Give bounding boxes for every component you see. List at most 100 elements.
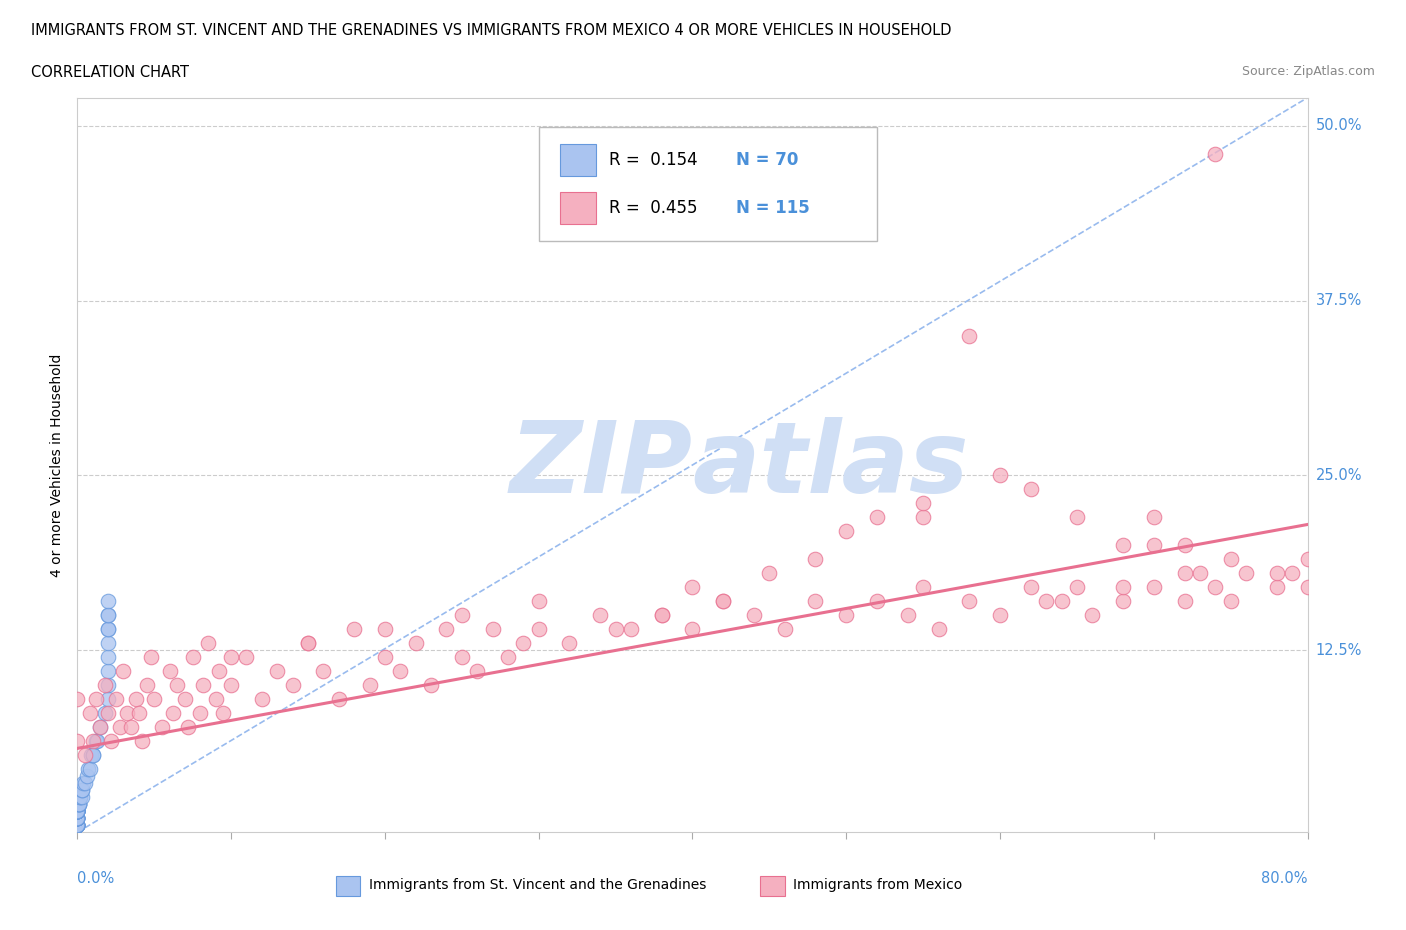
Point	[928, 622, 950, 637]
Point	[1174, 594, 1197, 609]
Point	[343, 622, 366, 637]
FancyBboxPatch shape	[538, 127, 877, 241]
Point	[328, 692, 350, 707]
Point	[73, 776, 96, 790]
Point	[208, 664, 231, 679]
Text: Source: ZipAtlas.com: Source: ZipAtlas.com	[1241, 65, 1375, 78]
Point	[66, 804, 89, 818]
Point	[1081, 608, 1104, 623]
Point	[82, 748, 104, 763]
Point	[651, 608, 673, 623]
Text: 80.0%: 80.0%	[1261, 871, 1308, 886]
Point	[866, 594, 889, 609]
Point	[66, 804, 89, 818]
Point	[66, 804, 89, 818]
Text: IMMIGRANTS FROM ST. VINCENT AND THE GRENADINES VS IMMIGRANTS FROM MEXICO 4 OR MO: IMMIGRANTS FROM ST. VINCENT AND THE GREN…	[31, 23, 952, 38]
Point	[120, 720, 142, 735]
Point	[359, 678, 381, 693]
Point	[141, 650, 163, 665]
Text: 50.0%: 50.0%	[1316, 118, 1362, 133]
Point	[110, 720, 132, 735]
Point	[150, 720, 173, 735]
Point	[405, 636, 427, 651]
Point	[420, 678, 443, 693]
Point	[66, 811, 89, 826]
Point	[66, 817, 89, 832]
Text: ZIP: ZIP	[509, 417, 693, 513]
Point	[66, 817, 89, 832]
Point	[897, 608, 920, 623]
Point	[912, 496, 935, 511]
Point	[67, 797, 90, 812]
Point	[66, 811, 89, 826]
Point	[159, 664, 181, 679]
Point	[212, 706, 235, 721]
Point	[97, 594, 120, 609]
Point	[66, 811, 89, 826]
Point	[66, 817, 89, 832]
Point	[66, 817, 89, 832]
Point	[742, 608, 765, 623]
Point	[66, 804, 89, 818]
Point	[125, 692, 148, 707]
Point	[988, 608, 1011, 623]
Point	[281, 678, 304, 693]
Point	[197, 636, 219, 651]
Point	[84, 734, 107, 749]
Point	[97, 692, 120, 707]
Text: 12.5%: 12.5%	[1316, 643, 1362, 658]
Point	[82, 748, 104, 763]
Point	[66, 804, 89, 818]
Point	[66, 804, 89, 818]
Point	[177, 720, 200, 735]
Point	[89, 720, 111, 735]
Point	[496, 650, 519, 665]
Bar	[560, 192, 596, 224]
Point	[104, 692, 127, 707]
Point	[436, 622, 458, 637]
Point	[450, 650, 472, 665]
Text: CORRELATION CHART: CORRELATION CHART	[31, 65, 188, 80]
Point	[1035, 594, 1057, 609]
Point	[957, 594, 980, 609]
Point	[66, 817, 89, 832]
Point	[1174, 538, 1197, 553]
Point	[82, 734, 104, 749]
Point	[135, 678, 157, 693]
Point	[97, 608, 120, 623]
Point	[66, 804, 89, 818]
Point	[66, 804, 89, 818]
Point	[66, 804, 89, 818]
Point	[70, 790, 93, 804]
Point	[1112, 538, 1135, 553]
Point	[67, 797, 90, 812]
Point	[804, 552, 827, 567]
Point	[131, 734, 153, 749]
Point	[1174, 566, 1197, 581]
Point	[66, 804, 89, 818]
Point	[66, 734, 89, 749]
Text: N = 115: N = 115	[735, 199, 810, 217]
Point	[79, 762, 101, 777]
Point	[1234, 566, 1257, 581]
Point	[89, 720, 111, 735]
Text: 0.0%: 0.0%	[77, 871, 114, 886]
Point	[219, 678, 242, 693]
Point	[773, 622, 796, 637]
Point	[97, 678, 120, 693]
Point	[1188, 566, 1211, 581]
Point	[1265, 580, 1288, 595]
Point	[94, 706, 117, 721]
Point	[66, 797, 89, 812]
Point	[66, 804, 89, 818]
Point	[66, 811, 89, 826]
Point	[527, 622, 550, 637]
Bar	[761, 876, 785, 896]
Point	[682, 622, 704, 637]
Point	[1066, 510, 1088, 525]
Point	[957, 328, 980, 343]
Point	[66, 811, 89, 826]
Point	[1265, 566, 1288, 581]
Point	[1204, 580, 1226, 595]
Point	[1050, 594, 1073, 609]
